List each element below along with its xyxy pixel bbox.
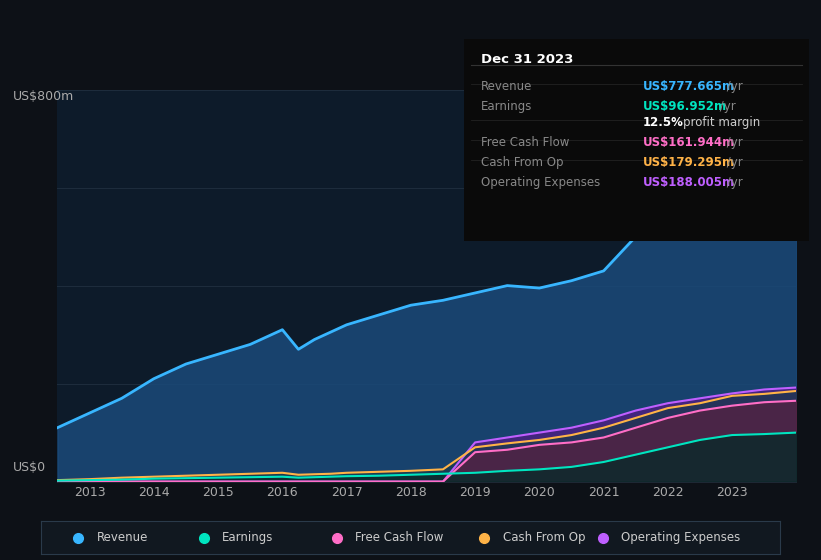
Text: US$179.295m: US$179.295m (643, 156, 736, 169)
Text: Dec 31 2023: Dec 31 2023 (481, 53, 574, 66)
Text: US$800m: US$800m (13, 90, 75, 102)
Text: US$777.665m: US$777.665m (643, 80, 736, 92)
Text: Cash From Op: Cash From Op (502, 531, 585, 544)
Text: Revenue: Revenue (481, 80, 533, 92)
Text: Earnings: Earnings (222, 531, 273, 544)
Text: 12.5%: 12.5% (643, 116, 684, 129)
Text: /yr: /yr (722, 136, 742, 149)
Text: Revenue: Revenue (97, 531, 148, 544)
Text: US$0: US$0 (13, 461, 46, 474)
Text: Operating Expenses: Operating Expenses (481, 176, 600, 189)
Text: /yr: /yr (722, 80, 742, 92)
Text: Free Cash Flow: Free Cash Flow (355, 531, 443, 544)
Text: Earnings: Earnings (481, 100, 533, 113)
Text: Operating Expenses: Operating Expenses (621, 531, 741, 544)
Text: US$161.944m: US$161.944m (643, 136, 736, 149)
Text: US$96.952m: US$96.952m (643, 100, 727, 113)
Text: /yr: /yr (722, 176, 742, 189)
Text: profit margin: profit margin (683, 116, 760, 129)
Text: /yr: /yr (716, 100, 736, 113)
Text: /yr: /yr (722, 156, 742, 169)
Text: Free Cash Flow: Free Cash Flow (481, 136, 570, 149)
Text: Cash From Op: Cash From Op (481, 156, 563, 169)
Text: US$188.005m: US$188.005m (643, 176, 736, 189)
